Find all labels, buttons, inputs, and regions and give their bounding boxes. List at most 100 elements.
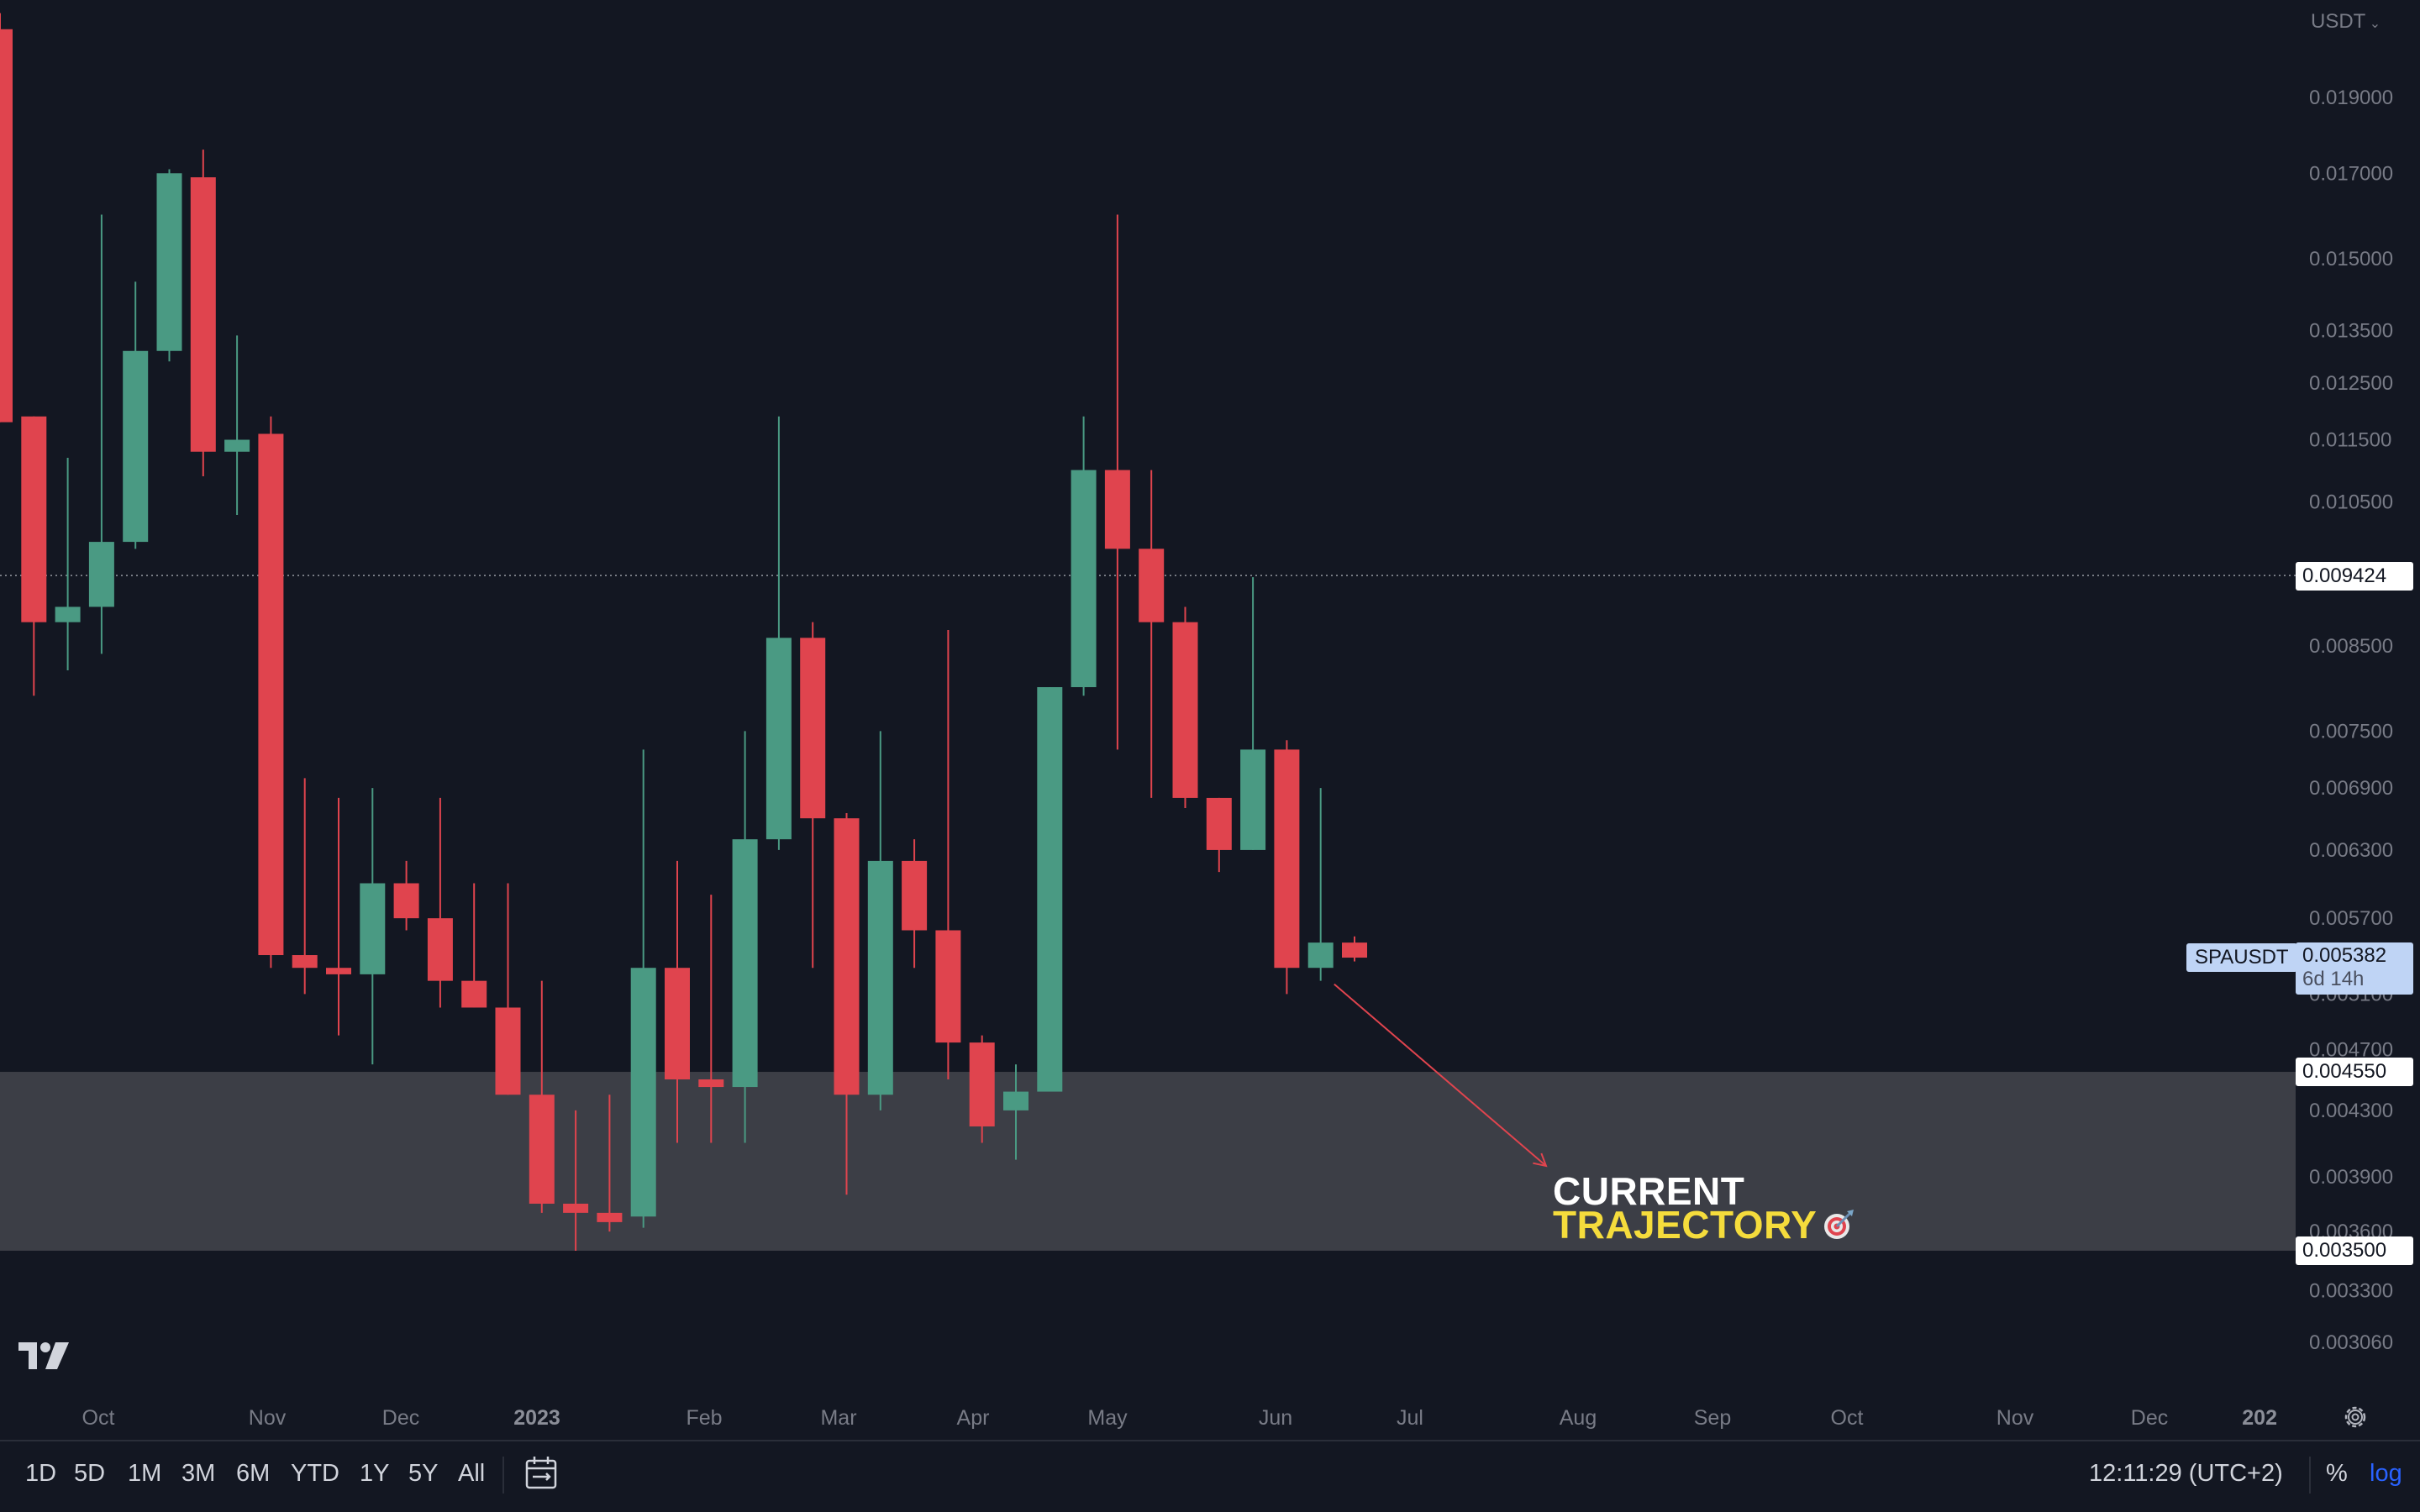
candle-body xyxy=(834,818,860,1095)
candle[interactable] xyxy=(123,281,149,549)
candle[interactable] xyxy=(258,416,284,969)
candle[interactable] xyxy=(1071,416,1097,696)
price-axis-tick: 0.003300 xyxy=(2309,1280,2393,1303)
candle[interactable] xyxy=(393,860,419,931)
range-button-3m[interactable]: 3M xyxy=(182,1460,216,1487)
gear-icon[interactable] xyxy=(2341,1403,2370,1431)
price-axis-tick: 0.006900 xyxy=(2309,777,2393,800)
range-button-1d[interactable]: 1D xyxy=(25,1460,57,1487)
range-button-ytd[interactable]: YTD xyxy=(291,1460,339,1487)
quote-currency-selector[interactable]: USDT ⌄ xyxy=(2311,10,2381,34)
candle[interactable] xyxy=(156,169,182,362)
candle-body xyxy=(765,638,792,840)
candle-body xyxy=(123,350,149,543)
range-button-5y[interactable]: 5Y xyxy=(408,1460,439,1487)
candle[interactable] xyxy=(55,457,81,670)
candle-body xyxy=(1342,942,1367,958)
trajectory-annotation[interactable]: CURRENT TRAJECTORY xyxy=(1553,1172,1855,1244)
candle[interactable] xyxy=(765,416,792,850)
candle[interactable] xyxy=(1139,470,1165,798)
price-axis-tick: 0.007500 xyxy=(2309,720,2393,743)
candle[interactable] xyxy=(21,416,47,696)
candle[interactable] xyxy=(698,895,724,1143)
time-axis-tick: Dec xyxy=(382,1406,419,1430)
time-axis-tick: Aug xyxy=(1560,1406,1597,1430)
candle[interactable] xyxy=(360,788,386,1065)
candle[interactable] xyxy=(495,883,521,1095)
candle[interactable] xyxy=(834,813,860,1195)
time-axis-tick: 202 xyxy=(2242,1406,2277,1430)
toolbar-divider xyxy=(2309,1457,2311,1494)
candle-body xyxy=(867,860,893,1095)
candle[interactable] xyxy=(563,1110,589,1251)
price-axis-tick: 0.015000 xyxy=(2309,248,2393,270)
candle[interactable] xyxy=(1037,687,1063,1092)
candle-body xyxy=(461,980,487,1008)
candle[interactable] xyxy=(1172,606,1198,808)
trajectory-arrow-head xyxy=(1533,1152,1548,1168)
clock-timezone[interactable]: 12:11:29 (UTC+2) xyxy=(2089,1460,2283,1487)
support-zone[interactable] xyxy=(0,1072,2296,1251)
candle[interactable] xyxy=(1240,577,1266,850)
tradingview-logo-icon[interactable] xyxy=(18,1342,71,1371)
price-axis-tick: 0.005700 xyxy=(2309,907,2393,930)
candle[interactable] xyxy=(665,860,690,1143)
candle-body xyxy=(190,177,216,452)
candle[interactable] xyxy=(0,13,13,423)
candle[interactable] xyxy=(800,622,826,969)
time-axis-tick: 2023 xyxy=(513,1406,560,1430)
candle[interactable] xyxy=(969,1035,995,1143)
candle[interactable] xyxy=(1274,740,1300,995)
price-axis-tick: 0.012500 xyxy=(2309,372,2393,395)
candle[interactable] xyxy=(732,731,758,1143)
range-button-1y[interactable]: 1Y xyxy=(360,1460,390,1487)
candle[interactable] xyxy=(427,797,453,1008)
candle[interactable] xyxy=(935,629,961,1079)
candle[interactable] xyxy=(1003,1064,1028,1160)
candle[interactable] xyxy=(630,749,656,1228)
candle[interactable] xyxy=(1104,214,1130,750)
candle-body xyxy=(292,955,318,969)
candle-body xyxy=(224,439,250,452)
candle-body xyxy=(630,968,656,1217)
range-button-1m[interactable]: 1M xyxy=(128,1460,162,1487)
candle-body xyxy=(1104,470,1130,549)
trajectory-arrow[interactable] xyxy=(1334,983,1548,1168)
percent-scale-button[interactable]: % xyxy=(2326,1460,2348,1487)
annotation-line-2: TRAJECTORY xyxy=(1553,1205,1855,1244)
candle[interactable] xyxy=(461,883,487,1008)
time-axis-tick: Mar xyxy=(820,1406,856,1430)
candle-body xyxy=(156,173,182,351)
candle[interactable] xyxy=(1307,788,1334,981)
candle[interactable] xyxy=(529,980,555,1213)
candle[interactable] xyxy=(1342,936,1367,962)
candle[interactable] xyxy=(326,797,351,1036)
log-scale-button[interactable]: log xyxy=(2370,1460,2402,1487)
candle[interactable] xyxy=(292,778,318,995)
candle-body xyxy=(597,1212,623,1222)
range-button-all[interactable]: All xyxy=(458,1460,486,1487)
candle-body xyxy=(935,930,961,1043)
range-button-6m[interactable]: 6M xyxy=(236,1460,271,1487)
time-axis-tick: Oct xyxy=(1831,1406,1864,1430)
candle[interactable] xyxy=(88,214,114,654)
candle-body xyxy=(1139,549,1165,622)
candle[interactable] xyxy=(867,731,893,1110)
last-price-value: 0.005382 xyxy=(2302,944,2387,967)
candle[interactable] xyxy=(1206,797,1232,873)
price-chart[interactable]: 0.019000 0.017000 0.015000 0.013500 0.012500… xyxy=(0,0,2420,1440)
candle-body xyxy=(563,1203,589,1213)
candle[interactable] xyxy=(597,1095,623,1232)
range-button-5d[interactable]: 5D xyxy=(74,1460,106,1487)
candle-body xyxy=(21,416,47,622)
price-axis-tick: 0.006300 xyxy=(2309,839,2393,862)
calendar-range-icon[interactable] xyxy=(524,1455,560,1492)
price-axis-tick: 0.019000 xyxy=(2309,87,2393,109)
candle-body xyxy=(360,883,386,974)
candle-body xyxy=(427,918,453,981)
price-axis-tick: 0.011500 xyxy=(2309,428,2391,451)
candle[interactable] xyxy=(224,335,250,515)
candle-body xyxy=(1071,470,1097,688)
candle[interactable] xyxy=(190,150,216,476)
candle[interactable] xyxy=(902,839,928,969)
